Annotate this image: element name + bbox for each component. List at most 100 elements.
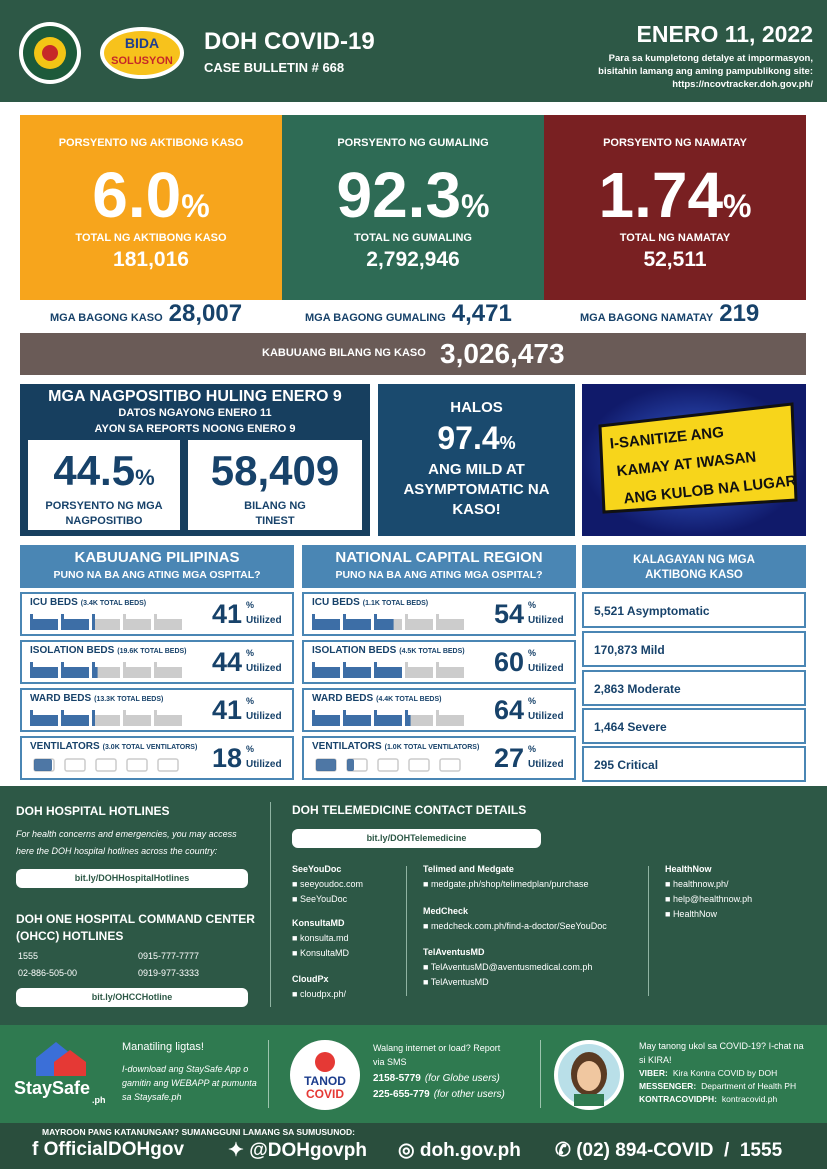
status-text: 1,464 Severe [594, 720, 667, 734]
new-value: 4,471 [451, 300, 512, 327]
utilized: Utilized [246, 663, 282, 674]
total-label: TOTAL NG GUMALING [354, 232, 472, 244]
contact[interactable]: HealthNow [672, 909, 717, 919]
unit: % [723, 188, 752, 224]
utilization-fill [30, 667, 58, 678]
unit: % [246, 696, 255, 706]
link[interactable]: bit.ly/DOHHospitalHotlines [16, 869, 248, 888]
sms-line: 225-655-779 (for other users) [373, 1089, 505, 1100]
stat-label: PORSYENTO NG GUMALING [337, 137, 489, 149]
value: 97.4 [437, 420, 500, 456]
row-name: WARD BEDS [312, 693, 374, 704]
capacity-row: WARD BEDS (13.3K TOTAL BEDS) 41% Utilized [20, 688, 294, 732]
unit: % [181, 188, 210, 224]
capacity-row: VENTILATORS (1.0K TOTAL VENTILATORS) 27% Ut… [302, 736, 576, 780]
status-row: 5,521 Asymptomatic [582, 592, 806, 628]
icon-bg [154, 667, 182, 678]
new-label: MGA BAGONG KASO [50, 312, 163, 324]
total-label: KABUUANG BILANG NG KASO [262, 347, 426, 359]
icon-head [92, 662, 95, 678]
provider-contact: ■ cloudpx.ph/ [292, 989, 346, 999]
utilization-fill [61, 667, 89, 678]
utilization-value: 41 [212, 695, 243, 725]
contact[interactable]: medgate.ph/shop/telimedplan/purchase [430, 879, 589, 889]
website[interactable]: doh.gov.ph [419, 1140, 521, 1161]
icon-outline [157, 758, 179, 772]
sms-number: 225-655-779 [373, 1089, 430, 1100]
utilization-fill [61, 619, 89, 630]
contact[interactable]: SeeYouDoc [299, 894, 348, 904]
row-name: ISOLATION BEDS (19.6K TOTAL BEDS) [30, 645, 187, 656]
utilization-value: 44 [212, 647, 243, 677]
row-name: ICU BEDS [312, 597, 360, 608]
mild-top: HALOS [450, 399, 503, 416]
link[interactable]: bit.ly/OHCCHotline [16, 988, 248, 1007]
contact[interactable]: seeyoudoc.com [299, 879, 363, 889]
contact[interactable]: KonsultaMD [299, 948, 349, 958]
provider-contact: ■ konsulta.md [292, 933, 349, 943]
status-text: 170,873 Mild [594, 643, 665, 657]
icon-bg [92, 619, 120, 630]
logo-text: SOLUSYON [111, 55, 173, 67]
capacity-header [20, 545, 294, 588]
contact[interactable]: healthnow.ph/ [672, 879, 729, 889]
contact[interactable]: TelAventusMD@aventusmedical.com.ph [430, 962, 593, 972]
icon-head [312, 614, 315, 630]
rate-label: PORSYENTO NG MGA NAGPOSITIBO [45, 500, 163, 527]
total-value: 3,026,473 [440, 338, 565, 369]
utilization-icons [312, 614, 464, 630]
utilization-fill [30, 619, 58, 630]
staysafe-title: Manatiling ligtas! [122, 1041, 204, 1053]
divider [540, 1040, 541, 1108]
banner: I-SANITIZE ANGKAMAY AT IWASANANG KULOB N… [582, 384, 806, 536]
contact[interactable]: medcheck.com.ph/find-a-doctor/SeeYouDoc [430, 921, 607, 931]
twitter[interactable]: @DOHgovph [249, 1140, 367, 1161]
row-name: WARD BEDS [30, 693, 92, 704]
capacity-row: ISOLATION BEDS (19.6K TOTAL BEDS) 44% Utili… [20, 640, 294, 684]
site-link[interactable]: https://ncovtracker.doh.gov.ph/ [672, 79, 813, 90]
contact[interactable]: help@healthnow.ph [672, 894, 753, 904]
contact[interactable]: cloudpx.ph/ [299, 989, 346, 999]
row-name: VENTILATORS (1.0K TOTAL VENTILATORS) [312, 741, 479, 752]
kira-avatar [554, 1040, 624, 1110]
stat-panel [544, 115, 806, 300]
row-name: VENTILATORS [30, 741, 100, 752]
hotline-number: 0919-977-3333 [138, 968, 200, 978]
capacity-subtitle: PUNO NA BA ANG ATING MGA OSPITAL? [335, 569, 543, 581]
row-detail: (13.3K TOTAL BEDS) [94, 696, 164, 703]
row-detail: (1.0K TOTAL VENTILATORS) [384, 744, 480, 751]
utilization-fill [343, 715, 371, 726]
kira-line: KONTRACOVIDPH: kontracovid.ph [639, 1094, 777, 1104]
icon-head [405, 710, 408, 726]
kira-label: KONTRACOVIDPH: [639, 1094, 717, 1104]
utilized: Utilized [246, 759, 282, 770]
note: Para sa kumpletong detalye at impormasyo… [598, 53, 813, 77]
contact[interactable]: TelAventusMD [430, 977, 489, 987]
utilization-icons [30, 662, 182, 678]
icon-head [154, 614, 157, 630]
utilization-fill [312, 715, 340, 726]
telemedicine-title: DOH TELEMEDICINE CONTACT DETAILS [292, 803, 527, 817]
kira-label: MESSENGER: [639, 1081, 697, 1091]
contact[interactable]: konsulta.md [299, 933, 349, 943]
unit: % [528, 648, 537, 658]
phone[interactable]: (02) 894-COVID / 1555 [576, 1140, 783, 1161]
capacity-subtitle: PUNO NA BA ANG ATING MGA OSPITAL? [53, 569, 261, 581]
provider-name: SeeYouDoc [292, 864, 342, 874]
facebook[interactable]: OfficialDOHgov [43, 1139, 185, 1160]
capacity-row: ICU BEDS (3.4K TOTAL BEDS) 41% Utilized [20, 592, 294, 636]
provider-contact: ■ SeeYouDoc [292, 894, 348, 904]
unit: % [528, 696, 537, 706]
provider-name: KonsultaMD [292, 918, 345, 928]
social: f OfficialDOHgov [32, 1139, 185, 1160]
icon-head [312, 710, 315, 726]
new-cases: MGA BAGONG NAMATAY 219 [580, 300, 759, 328]
value: 1.74 [598, 159, 724, 231]
provider-contact: ■ HealthNow [665, 909, 717, 919]
logos: BIDA SOLUSYON [19, 22, 184, 84]
icon-outline [64, 758, 86, 772]
link[interactable]: bit.ly/DOHTelemedicine [292, 829, 541, 848]
icon-head [30, 710, 33, 726]
row-detail: (3.0K TOTAL VENTILATORS) [102, 744, 198, 751]
